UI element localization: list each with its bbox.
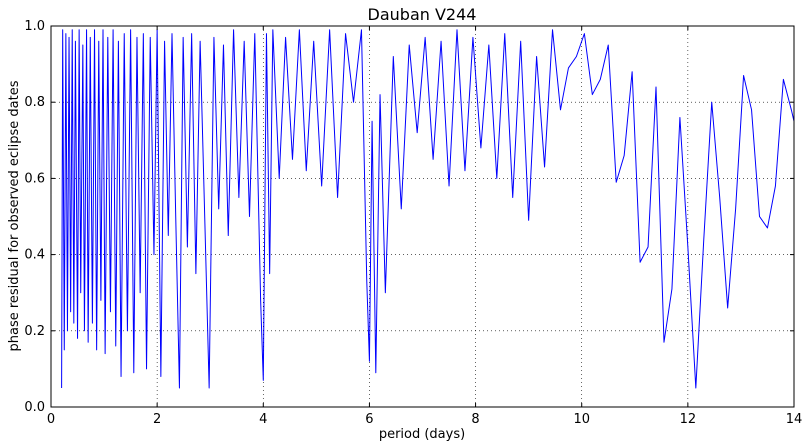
x-tick-labels: 0 2 4 6 8 10 12 14 [47, 412, 802, 427]
y-tick-label: 0.0 [24, 400, 45, 415]
y-axis-label: phase residual for observed eclipse date… [7, 80, 22, 351]
y-tick-label: 1.0 [24, 19, 45, 34]
x-tick-label: 4 [259, 412, 267, 427]
x-tick-label: 12 [680, 412, 697, 427]
x-tick-label: 6 [365, 412, 373, 427]
y-tick-label: 0.8 [24, 95, 45, 110]
chart-title: Dauban V244 [368, 5, 477, 24]
tick-marks [50, 25, 795, 408]
plot-area [51, 26, 794, 407]
x-tick-label: 14 [786, 412, 803, 427]
series-layer [61, 29, 795, 389]
series-line-0 [61, 29, 795, 389]
y-tick-label: 0.6 [24, 171, 45, 186]
x-tick-label: 8 [471, 412, 479, 427]
y-tick-labels: 0.0 0.2 0.4 0.6 0.8 1.0 [24, 19, 45, 415]
x-tick-label: 0 [47, 412, 55, 427]
x-axis-label: period (days) [379, 427, 465, 442]
y-tick-label: 0.2 [24, 324, 45, 339]
x-tick-label: 2 [153, 412, 161, 427]
x-tick-label: 10 [573, 412, 590, 427]
y-tick-label: 0.4 [24, 248, 45, 263]
plot-frame [50, 25, 795, 408]
